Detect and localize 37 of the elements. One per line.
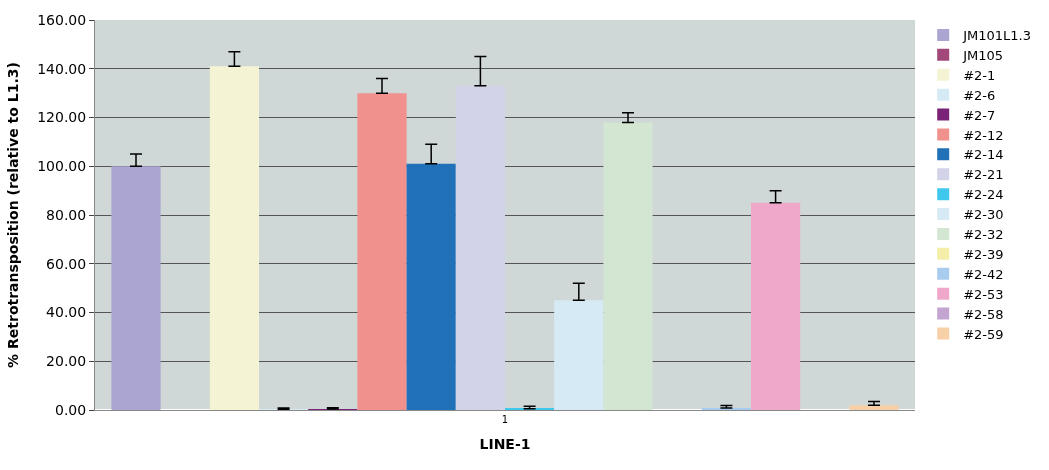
y-tick-label: 160.00 <box>37 11 87 28</box>
y-tick-label: 120.00 <box>37 109 87 126</box>
y-tick-label: 0.00 <box>55 401 87 418</box>
bar <box>357 93 407 410</box>
legend-label: JM101L1.3 <box>962 28 1031 44</box>
legend-label: JM105 <box>962 47 1004 63</box>
legend-label: #2-30 <box>963 207 1004 223</box>
legend-label: #2-32 <box>963 227 1004 243</box>
y-tick-label: 140.00 <box>37 60 87 77</box>
legend-label: #2-7 <box>963 107 996 123</box>
legend-label: #2-24 <box>963 187 1004 203</box>
legend-label: #2-12 <box>963 127 1004 143</box>
y-tick-label: 20.00 <box>46 353 87 370</box>
legend-label: #2-42 <box>963 266 1004 282</box>
legend-label: #2-59 <box>963 326 1004 342</box>
y-tick-label: 60.00 <box>46 255 87 272</box>
y-tick-label: 100.00 <box>37 158 87 175</box>
y-axis-title: % Retrotransposition (relative to L1.3) <box>4 62 21 368</box>
y-tick-label: 40.00 <box>46 304 87 321</box>
bar <box>554 300 604 410</box>
bar <box>406 163 456 410</box>
legend-label: #2-58 <box>963 306 1004 322</box>
bar <box>849 405 899 410</box>
legend-label: #2-1 <box>963 67 996 83</box>
bar <box>455 85 505 410</box>
legend-label: #2-14 <box>963 147 1004 163</box>
legend-label: #2-6 <box>963 87 996 103</box>
legend-label: #2-21 <box>963 167 1004 183</box>
x-axis-title: LINE-1 <box>479 436 531 453</box>
legend-label: #2-53 <box>963 286 1004 302</box>
bar <box>111 166 161 410</box>
bar <box>209 66 259 410</box>
legend-label: #2-39 <box>963 246 1004 262</box>
bar <box>751 202 801 410</box>
x-tick-label: 1 <box>501 414 509 425</box>
y-tick-label: 80.00 <box>46 206 87 223</box>
bar <box>603 122 653 410</box>
